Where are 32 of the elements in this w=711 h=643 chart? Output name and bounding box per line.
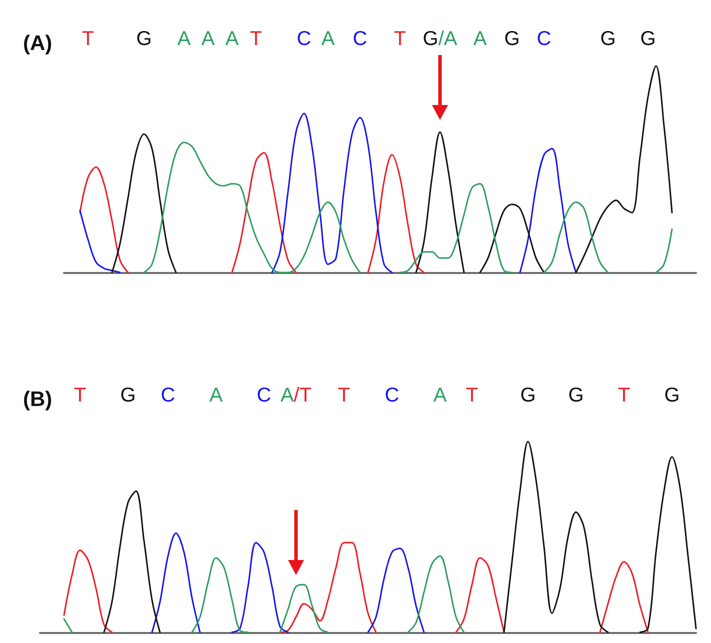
x-tick-label: A xyxy=(321,28,336,50)
x-tick-label: C xyxy=(384,384,400,407)
x-tick-label: G xyxy=(120,384,136,407)
x-tick-label: G xyxy=(640,28,656,50)
x-tick-label: G xyxy=(504,28,520,50)
x-tick-label: T xyxy=(618,384,630,407)
x-tick-label: C xyxy=(536,28,552,50)
x-tick-label: G/A xyxy=(422,28,458,50)
x-tick-label: C xyxy=(296,28,312,50)
x-tick-label: T xyxy=(74,384,86,407)
x-tick-label: A xyxy=(201,28,216,50)
x-tick-label: C xyxy=(256,384,272,407)
x-tick-label: C xyxy=(352,28,368,50)
x-tick-label: C xyxy=(160,384,176,407)
x-tick-label: G xyxy=(568,384,584,407)
x-tick-label: T xyxy=(250,28,262,50)
x-tick-label: A xyxy=(473,28,488,50)
x-tick-label: A xyxy=(433,384,448,407)
chart-title: (A) xyxy=(23,32,52,55)
x-tick-label: A xyxy=(177,28,192,50)
x-tick-label: G xyxy=(136,28,152,50)
x-tick-label: T xyxy=(82,28,94,50)
x-tick-label: T xyxy=(338,384,350,407)
x-tick-label: G xyxy=(520,384,536,407)
chart-title: (B) xyxy=(23,388,52,411)
x-tick-label: T xyxy=(394,28,406,50)
x-tick-label: T xyxy=(466,384,478,407)
x-tick-label: A xyxy=(225,28,240,50)
x-tick-label: A xyxy=(209,384,224,407)
x-tick-label: G xyxy=(600,28,616,50)
x-tick-label: A/T xyxy=(280,384,312,407)
x-tick-label: G xyxy=(664,384,680,407)
